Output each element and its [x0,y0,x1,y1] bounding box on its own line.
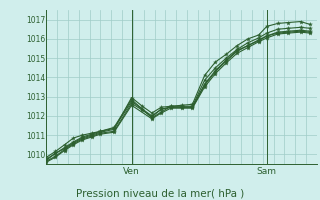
Text: Pression niveau de la mer( hPa ): Pression niveau de la mer( hPa ) [76,188,244,198]
Text: Sam: Sam [257,167,277,176]
Text: Ven: Ven [123,167,140,176]
